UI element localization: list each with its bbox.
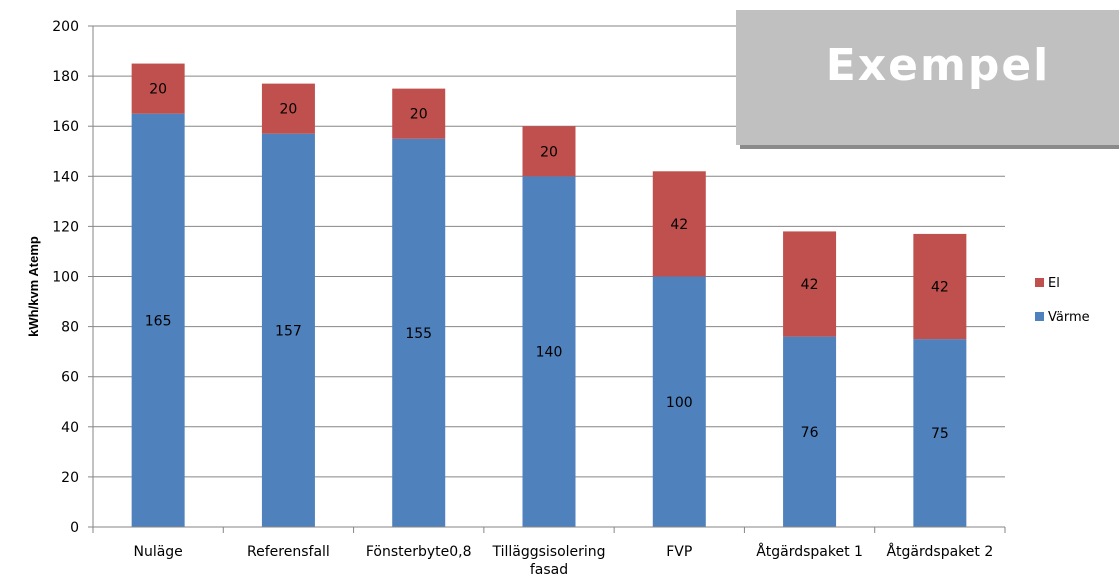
data-label: 165 (145, 313, 172, 329)
data-label: 20 (410, 107, 428, 123)
data-label: 20 (540, 144, 558, 160)
data-label: 20 (149, 82, 167, 98)
bar-el (392, 88, 446, 139)
watermark-background (736, 10, 1119, 145)
data-label: 42 (931, 280, 949, 296)
x-tick-label: Tilläggsisolering fasad (491, 544, 605, 578)
bar-värme (261, 133, 315, 527)
y-tick-label: 100 (52, 270, 79, 286)
y-axis-label: kWh/kvm Atemp (26, 236, 41, 337)
bars: 165 20 157 20 155 20 140 20 100 42 76 42 75 42 (131, 63, 967, 528)
bar-el (783, 231, 837, 337)
bar-el (652, 171, 706, 277)
data-label: 20 (280, 102, 298, 118)
legend-label: Värme (1048, 310, 1090, 325)
x-tick-label: Åtgärdspaket 2 (886, 543, 993, 560)
y-tick-label: 160 (52, 119, 79, 135)
data-label: 140 (536, 345, 563, 361)
y-tick-label: 20 (61, 470, 79, 486)
legend-swatch-el (1035, 278, 1044, 287)
data-label: 157 (275, 323, 302, 339)
x-tick-label: Nuläge (133, 544, 182, 560)
legend-label: El (1048, 276, 1060, 291)
bar-värme (522, 176, 576, 528)
y-tick-label: 180 (52, 69, 79, 85)
watermark-text: Exempel (826, 40, 1051, 91)
bar-el (913, 233, 967, 340)
y-axis-ticks: 0 20 40 60 80 100 120 140 160 180 200 (52, 19, 93, 536)
bar-värme (913, 339, 967, 527)
x-tick-label: FVP (666, 544, 692, 560)
data-label: 75 (931, 426, 949, 442)
y-tick-label: 140 (52, 169, 79, 185)
bar-el (261, 83, 315, 134)
data-label: 155 (405, 326, 432, 342)
bar-värme (783, 336, 837, 527)
y-tick-label: 200 (52, 19, 79, 35)
data-label: 42 (670, 217, 688, 233)
x-tick-label: Åtgärdspaket 1 (756, 543, 863, 560)
y-tick-label: 60 (61, 370, 79, 386)
data-label: 100 (666, 395, 693, 411)
x-tick-label: Referensfall (247, 544, 330, 560)
y-tick-label: 0 (70, 520, 79, 536)
bar-värme (131, 113, 185, 528)
y-tick-label: 120 (52, 219, 79, 235)
bar-värme (392, 138, 446, 527)
bar-el (522, 126, 576, 177)
legend-swatch-värme (1035, 312, 1044, 321)
watermark-box: Exempel (736, 10, 1119, 149)
y-tick-label: 40 (61, 420, 79, 436)
legend: El Värme (1035, 276, 1090, 325)
x-axis-labels: Nuläge Referensfall Fönsterbyte0,8 Tilläggs… (92, 527, 1006, 578)
data-label: 76 (801, 425, 819, 441)
data-label: 42 (801, 277, 819, 293)
x-tick-label: Fönsterbyte0,8 (366, 544, 472, 560)
bar-värme (652, 276, 706, 527)
y-tick-label: 80 (61, 320, 79, 336)
bar-el (131, 63, 185, 114)
